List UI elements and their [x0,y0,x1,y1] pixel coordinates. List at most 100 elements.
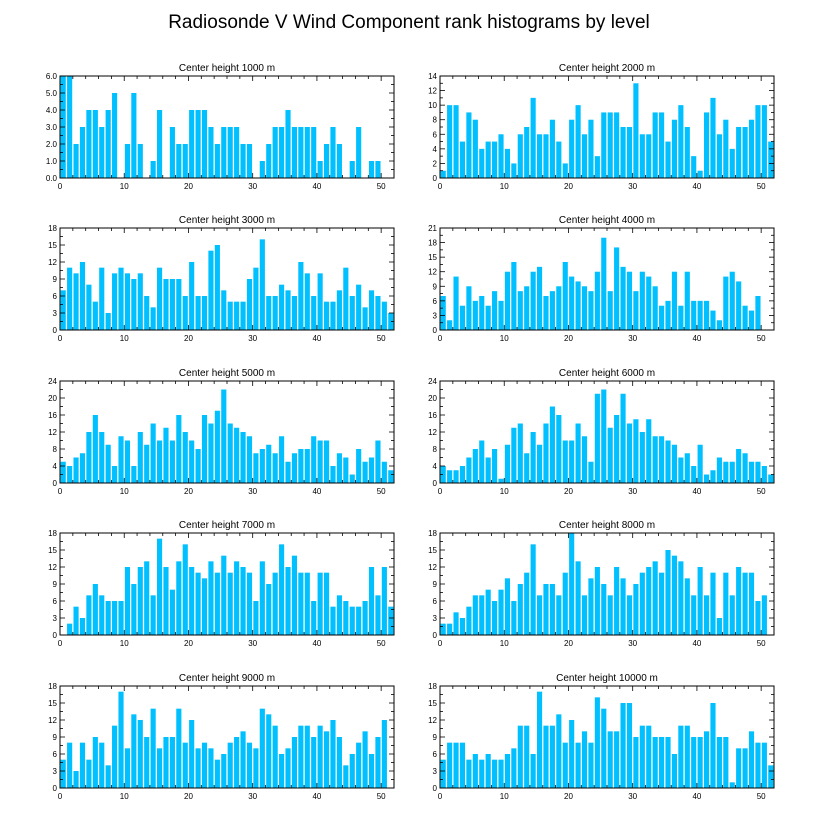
histogram-bar [99,267,105,330]
histogram-bar [176,415,182,483]
histogram-bar [381,461,387,483]
histogram-bar [581,595,588,635]
histogram-bar [195,296,201,330]
histogram-bar [652,112,658,178]
y-tick-label: 3 [433,767,438,776]
histogram-panels: Center height 1000 m 0.0 1.0 2.0 3.0 4.0 5.0 6.… [46,63,775,801]
y-tick-label: 18 [428,239,437,248]
histogram-bar [530,271,536,330]
histogram-bar [144,737,150,788]
histogram-bar [144,561,150,635]
histogram-bar [671,444,678,483]
x-tick-label: 20 [184,487,193,496]
histogram-bar [556,595,562,635]
y-tick-label: 6.0 [46,72,58,81]
y-tick-label: 3 [53,767,58,776]
histogram-panel: Center height 4000 m 0 3 6 9 12 15 18 21 0 10 20 30 4… [428,215,775,343]
histogram-bar [246,742,253,788]
histogram-bar [201,578,208,635]
histogram-bar [201,110,208,178]
histogram-bar [131,93,137,178]
histogram-panel: Center height 2000 m 0 2 4 6 8 10 12 14 0 10 20 30 40… [428,63,775,191]
histogram-bar [227,301,233,330]
histogram-bar [259,239,265,330]
histogram-bar [124,440,131,483]
y-tick-label: 3 [53,309,58,318]
histogram-bar [517,291,523,330]
histogram-bar [588,742,594,788]
histogram-bar [336,737,342,788]
histogram-bar [678,305,684,330]
histogram-bar [594,271,600,330]
histogram-bar [266,714,272,788]
histogram-bar [169,440,175,483]
histogram-bar [588,461,594,483]
histogram-bar [575,561,581,635]
histogram-bar [388,470,394,483]
histogram-bar [447,742,453,788]
histogram-bar [504,444,511,483]
x-tick-label: 50 [377,334,386,343]
y-tick-label: 16 [428,411,437,420]
histogram-bar [466,112,472,178]
x-tick-label: 0 [438,639,443,648]
histogram-bar [240,567,246,635]
x-tick-label: 30 [628,334,637,343]
histogram-bar [466,457,472,483]
histogram-bar [678,725,684,788]
histogram-bar [620,703,626,788]
histogram-bar [304,725,310,788]
y-tick-label: 0 [53,326,58,335]
histogram-bar [356,284,362,330]
histogram-bar [375,440,381,483]
histogram-panel: Center height 8000 m 0 3 6 9 12 15 18 0 10 20 30 40 5… [428,520,775,648]
histogram-bar [652,561,658,635]
histogram-bar [530,432,536,483]
x-tick-label: 20 [564,792,573,801]
histogram-bar [86,759,92,788]
histogram-bar [601,112,607,178]
histogram-bar [556,141,562,178]
histogram-bar [601,584,607,635]
histogram-bar [530,754,536,788]
y-tick-label: 8 [53,445,58,454]
y-tick-label: 16 [48,411,57,420]
x-tick-label: 10 [500,792,509,801]
histogram-bar [562,742,568,788]
histogram-bar [234,561,240,635]
histogram-bar [588,578,594,635]
histogram-bar [601,237,607,330]
histogram-bar [472,595,478,635]
histogram-bar [517,423,523,483]
histogram-bar [214,759,220,788]
histogram-bar [671,119,678,178]
histogram-bar [304,273,310,330]
histogram-bar [195,449,201,483]
histogram-bar [291,737,298,788]
histogram-bar [530,544,536,635]
x-tick-label: 40 [692,182,701,191]
histogram-bar [356,606,362,635]
histogram-bar [240,731,246,788]
histogram-bar [626,423,633,483]
histogram-bar [208,127,214,178]
histogram-bar [208,748,214,788]
x-tick-label: 40 [312,182,321,191]
histogram-bar [723,461,729,483]
histogram-bar [684,578,690,635]
histogram-bar [761,466,767,483]
histogram-bar [189,110,195,178]
histogram-bar [729,461,735,483]
histogram-bar [259,708,265,788]
x-tick-label: 10 [500,639,509,648]
histogram-bar [317,725,323,788]
histogram-bar [716,320,722,330]
histogram-bar [524,453,530,483]
y-tick-label: 6 [53,292,58,301]
histogram-bar [543,423,549,483]
histogram-bar [659,572,665,635]
histogram-bar [748,731,755,788]
histogram-bar [349,474,355,483]
histogram-bar [73,457,79,483]
histogram-bar [761,595,767,635]
